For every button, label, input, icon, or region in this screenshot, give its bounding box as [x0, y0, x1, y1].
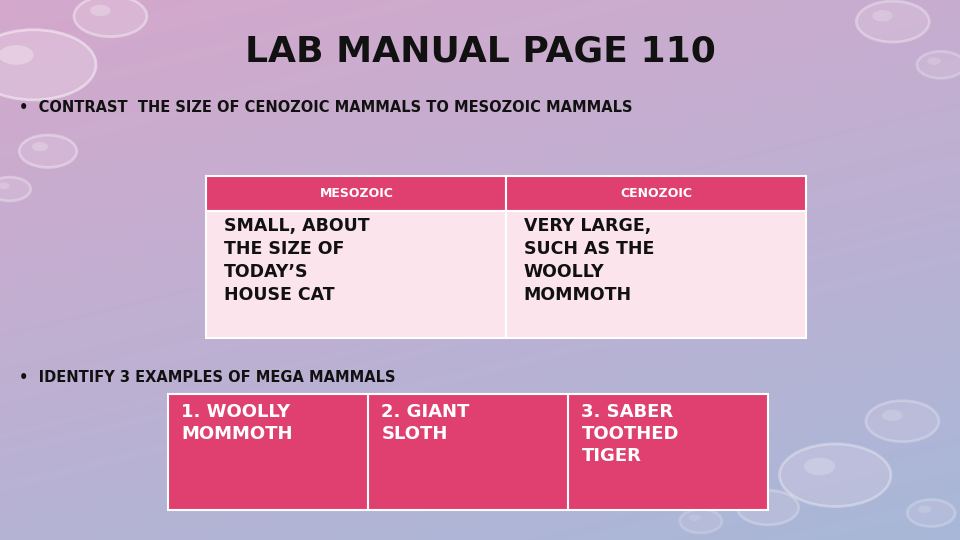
Circle shape — [873, 10, 893, 22]
Circle shape — [689, 515, 701, 521]
Text: MESOZOIC: MESOZOIC — [320, 186, 394, 200]
Circle shape — [780, 444, 891, 507]
Text: 3. SABER
TOOTHED
TIGER: 3. SABER TOOTHED TIGER — [582, 403, 679, 465]
Circle shape — [927, 57, 941, 65]
Circle shape — [32, 142, 48, 151]
FancyBboxPatch shape — [168, 394, 768, 510]
FancyBboxPatch shape — [507, 176, 806, 211]
Circle shape — [804, 458, 835, 475]
Circle shape — [0, 45, 34, 65]
FancyBboxPatch shape — [206, 176, 507, 211]
Circle shape — [917, 51, 960, 78]
Text: •  IDENTIFY 3 EXAMPLES OF MEGA MAMMALS: • IDENTIFY 3 EXAMPLES OF MEGA MAMMALS — [19, 370, 396, 386]
Circle shape — [0, 183, 10, 189]
Circle shape — [680, 509, 722, 533]
Circle shape — [907, 500, 955, 526]
FancyBboxPatch shape — [206, 211, 806, 338]
Text: LAB MANUAL PAGE 110: LAB MANUAL PAGE 110 — [245, 35, 715, 68]
Text: SMALL, ABOUT
THE SIZE OF
TODAY’S
HOUSE CAT: SMALL, ABOUT THE SIZE OF TODAY’S HOUSE C… — [224, 217, 370, 304]
Text: 1. WOOLLY
MOMMOTH: 1. WOOLLY MOMMOTH — [181, 403, 293, 443]
Text: VERY LARGE,
SUCH AS THE
WOOLLY
MOMMOTH: VERY LARGE, SUCH AS THE WOOLLY MOMMOTH — [524, 217, 654, 304]
Circle shape — [918, 505, 931, 513]
Circle shape — [882, 410, 902, 421]
Circle shape — [866, 401, 939, 442]
Circle shape — [856, 1, 929, 42]
Circle shape — [751, 498, 768, 508]
Circle shape — [74, 0, 147, 37]
Circle shape — [0, 30, 96, 100]
Text: CENOZOIC: CENOZOIC — [620, 186, 692, 200]
Text: •  CONTRAST  THE SIZE OF CENOZOIC MAMMALS TO MESOZOIC MAMMALS: • CONTRAST THE SIZE OF CENOZOIC MAMMALS … — [19, 100, 633, 116]
Circle shape — [0, 177, 31, 201]
Circle shape — [90, 5, 110, 16]
Circle shape — [19, 135, 77, 167]
Text: 2. GIANT
SLOTH: 2. GIANT SLOTH — [381, 403, 469, 443]
Circle shape — [737, 490, 799, 525]
